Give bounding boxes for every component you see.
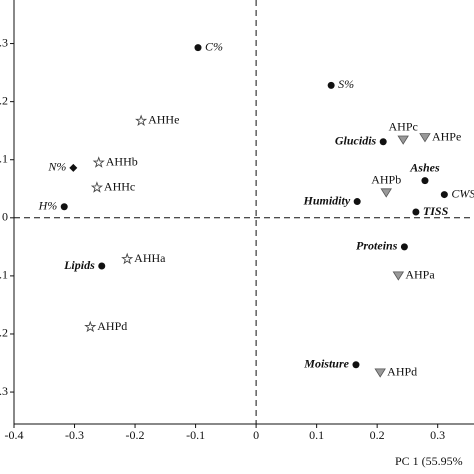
point — [135, 114, 148, 126]
point — [400, 243, 408, 251]
y-tick-label: 0.1 — [0, 151, 8, 165]
point — [327, 81, 335, 89]
point — [421, 177, 429, 185]
point-label: N% — [47, 160, 66, 174]
point-label: AHPd — [97, 319, 127, 333]
y-tick-label: 0.3 — [0, 35, 8, 49]
x-tick-label: 0.2 — [370, 428, 385, 442]
x-tick-label: -0.3 — [65, 428, 84, 442]
point — [419, 133, 431, 143]
x-tick-label: 0 — [253, 428, 259, 442]
point — [392, 271, 405, 281]
point-label: AHPc — [389, 120, 418, 134]
point-label: AHPa — [405, 268, 435, 282]
point — [69, 163, 78, 172]
point-label: AHPb — [371, 173, 401, 187]
y-tick-label: 0.3 — [0, 384, 8, 398]
point — [412, 208, 420, 216]
point — [440, 191, 448, 199]
point — [90, 181, 103, 193]
point-label: Moisture — [303, 357, 349, 371]
point — [194, 44, 202, 52]
point — [374, 368, 386, 378]
x-tick-label: 0.3 — [430, 428, 445, 442]
point — [380, 188, 392, 198]
point-label: AHHe — [148, 113, 179, 127]
x-tick-label: -0.4 — [5, 428, 24, 442]
x-tick-label: 0.1 — [309, 428, 324, 442]
y-tick-label: 0.1 — [0, 268, 8, 282]
x-axis-label: PC 1 (55.95% — [395, 454, 463, 468]
point-label: AHHa — [134, 251, 166, 265]
point-label: AHHc — [104, 179, 135, 193]
y-tick-label: 0 — [2, 210, 8, 224]
point-label: TISS — [423, 204, 449, 218]
point — [397, 135, 409, 145]
point — [92, 156, 105, 168]
point-label: Humidity — [303, 193, 351, 207]
point — [352, 361, 360, 369]
point-label: AHHb — [106, 154, 138, 168]
point — [60, 203, 68, 211]
point — [379, 138, 387, 146]
y-tick-label: 0.2 — [0, 93, 8, 107]
y-tick-label: 0.2 — [0, 326, 8, 340]
point-label: AHPe — [432, 129, 461, 143]
point-label: Ashes — [409, 160, 440, 174]
point — [353, 198, 361, 206]
point-label: C% — [205, 39, 223, 53]
point-label: AHPd — [387, 365, 417, 379]
point-label: S% — [338, 77, 354, 91]
x-tick-label: -0.2 — [126, 428, 145, 442]
point-label: H% — [38, 199, 58, 213]
point-label: Proteins — [356, 239, 398, 253]
point — [84, 320, 97, 333]
point-label: Glucidis — [335, 133, 377, 147]
x-tick-label: -0.1 — [186, 428, 205, 442]
point-label: CWS — [451, 186, 474, 200]
point — [121, 252, 134, 265]
point-label: Lipids — [63, 258, 95, 272]
point — [98, 262, 106, 270]
